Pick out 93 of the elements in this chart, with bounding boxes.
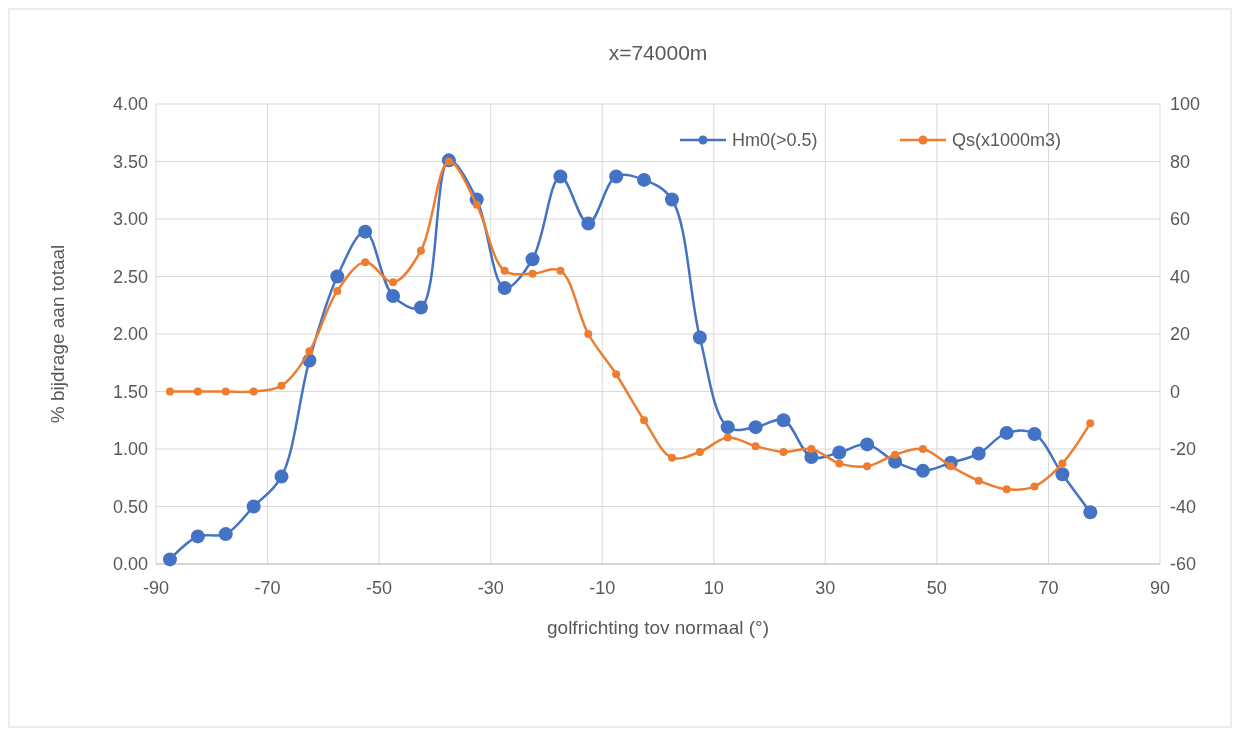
point	[1002, 485, 1011, 494]
point	[556, 266, 565, 275]
point	[1055, 467, 1070, 482]
point	[1086, 419, 1095, 428]
y-tick-label: 2.00	[112, 324, 148, 345]
x-tick-label: 30	[815, 578, 836, 598]
point	[389, 278, 398, 287]
y2-tick-label: 100	[1170, 94, 1201, 115]
y-tick-label: 2.50	[112, 266, 148, 287]
point	[807, 445, 816, 453]
point	[748, 420, 763, 435]
x-tick-label: 10	[703, 578, 724, 598]
y2-tick-label: 60	[1170, 209, 1191, 230]
point	[915, 463, 930, 478]
y2-tick-label: 20	[1170, 324, 1191, 345]
point	[918, 445, 927, 453]
point	[246, 499, 261, 514]
y-tick-label: 1.50	[112, 381, 148, 402]
point	[612, 370, 621, 379]
point	[971, 446, 986, 461]
point	[386, 289, 401, 304]
y-tick-label: 4.00	[112, 94, 148, 115]
y2-tick-label: -40	[1170, 496, 1197, 517]
y-tick-label: 3.50	[112, 151, 148, 172]
point	[358, 224, 373, 239]
point	[581, 216, 596, 231]
point	[640, 416, 649, 425]
x-tick-label: -10	[589, 578, 616, 598]
point	[723, 433, 732, 442]
point	[835, 459, 844, 468]
x-tick-label: 70	[1038, 578, 1059, 598]
y-tick-label: 0.00	[112, 554, 148, 575]
point	[525, 252, 540, 267]
x-axis-title: golfrichting tov normaal (°)	[547, 617, 769, 638]
point	[637, 172, 652, 187]
point	[305, 347, 314, 356]
point	[860, 437, 875, 452]
x-tick-label: -70	[254, 578, 281, 598]
point	[695, 447, 704, 456]
point	[553, 169, 568, 184]
point	[330, 269, 345, 284]
y2-tick-label: 0	[1170, 381, 1181, 402]
point	[974, 476, 983, 485]
point	[779, 447, 788, 456]
x-tick-label: -50	[366, 578, 393, 598]
x-tick-label: -30	[477, 578, 504, 598]
y-tick-label: 1.00	[112, 439, 148, 460]
point	[776, 413, 791, 428]
point	[193, 387, 202, 396]
point	[361, 258, 370, 267]
x-tick-label: 90	[1149, 578, 1171, 598]
point	[190, 529, 205, 544]
point	[472, 200, 481, 209]
x-tick-label: 50	[926, 578, 947, 598]
y2-tick-label: 80	[1170, 151, 1191, 172]
x-tick-label: -90	[142, 578, 170, 598]
point	[218, 527, 233, 542]
point	[528, 269, 537, 278]
point	[1027, 427, 1042, 442]
point	[162, 552, 177, 567]
point	[999, 425, 1014, 440]
chart-title: x=74000m	[608, 41, 708, 64]
point	[832, 445, 847, 460]
point	[221, 387, 230, 396]
legend-label: Qs(x1000m3)	[952, 130, 1062, 151]
point	[274, 469, 289, 484]
y-tick-label: 3.00	[112, 209, 148, 230]
point	[416, 246, 425, 255]
point	[277, 381, 286, 390]
point	[751, 442, 760, 451]
point	[1083, 505, 1098, 520]
point	[609, 169, 624, 184]
point	[333, 286, 342, 295]
point	[413, 300, 428, 315]
point	[692, 330, 707, 345]
point	[1030, 482, 1039, 491]
point	[664, 192, 679, 207]
point	[497, 281, 512, 295]
point	[667, 453, 676, 462]
point	[165, 387, 174, 396]
point	[891, 450, 900, 459]
y-tick-label: 0.50	[112, 496, 148, 517]
point	[500, 266, 509, 275]
point	[584, 330, 593, 338]
y2-tick-label: -20	[1170, 439, 1197, 460]
y-axis-title: % bijdrage aan totaal	[47, 244, 68, 424]
y2-tick-label: 40	[1170, 266, 1191, 287]
y2-tick-label: -60	[1170, 554, 1197, 575]
point	[863, 462, 872, 471]
point	[1058, 459, 1067, 468]
point	[720, 420, 735, 435]
point	[249, 387, 258, 396]
legend-label: Hm0(>0.5)	[732, 130, 818, 151]
